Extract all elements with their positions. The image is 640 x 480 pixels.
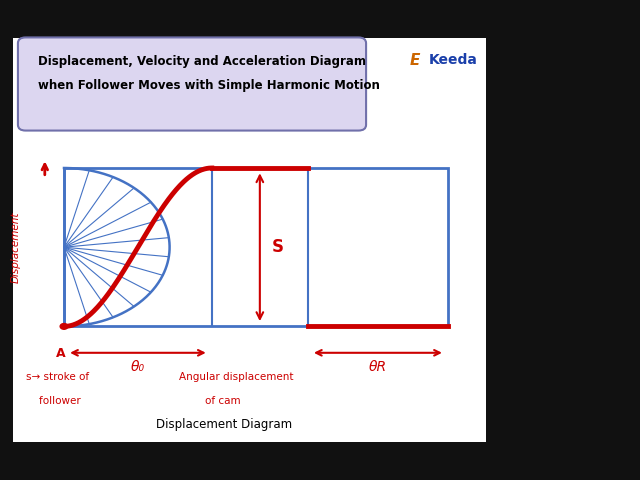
Text: Angular displacement: Angular displacement — [179, 372, 294, 382]
Text: Displacement Diagram: Displacement Diagram — [156, 418, 292, 431]
Text: follower: follower — [26, 396, 81, 406]
Text: Displacement, Velocity and Acceleration Diagram: Displacement, Velocity and Acceleration … — [38, 55, 366, 68]
Text: when Follower Moves with Simple Harmonic Motion: when Follower Moves with Simple Harmonic… — [38, 79, 380, 92]
Text: Keeda: Keeda — [429, 53, 477, 67]
Bar — [64, 168, 448, 326]
Text: A: A — [56, 347, 66, 360]
Text: E: E — [410, 53, 420, 68]
Circle shape — [60, 324, 68, 329]
Text: of cam: of cam — [179, 396, 241, 406]
Text: S: S — [271, 238, 284, 256]
Bar — [13, 38, 486, 442]
Text: θ₀: θ₀ — [131, 360, 145, 374]
FancyBboxPatch shape — [18, 37, 366, 131]
Text: Displacement: Displacement — [11, 212, 21, 283]
Text: θR: θR — [369, 360, 387, 374]
Text: s→ stroke of: s→ stroke of — [26, 372, 89, 382]
